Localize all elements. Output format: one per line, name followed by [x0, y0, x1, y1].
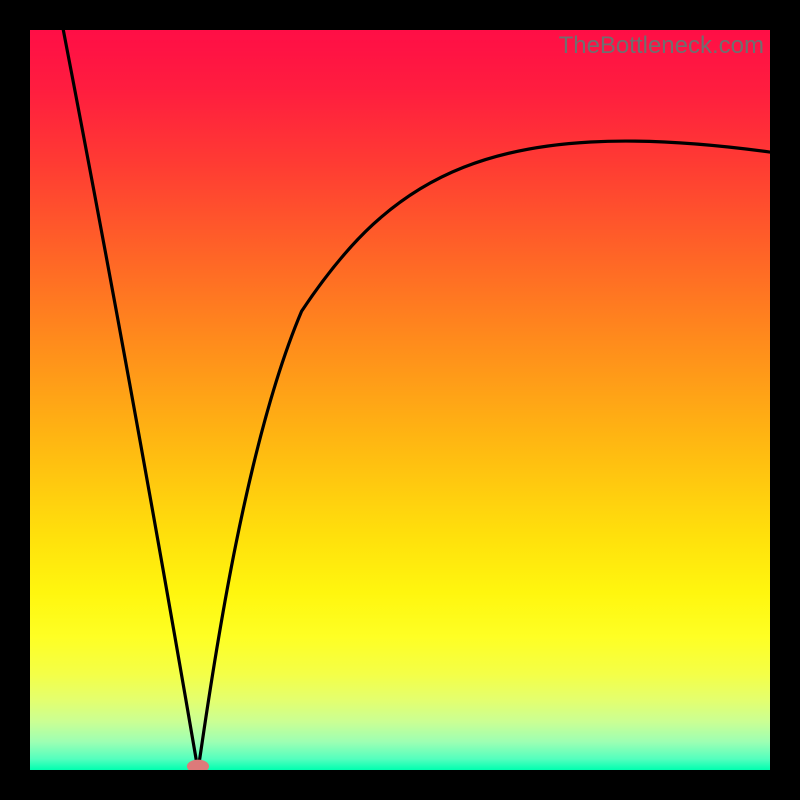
chart-svg — [30, 30, 770, 770]
watermark-text: TheBottleneck.com — [559, 32, 764, 60]
chart-frame: TheBottleneck.com — [0, 0, 800, 800]
